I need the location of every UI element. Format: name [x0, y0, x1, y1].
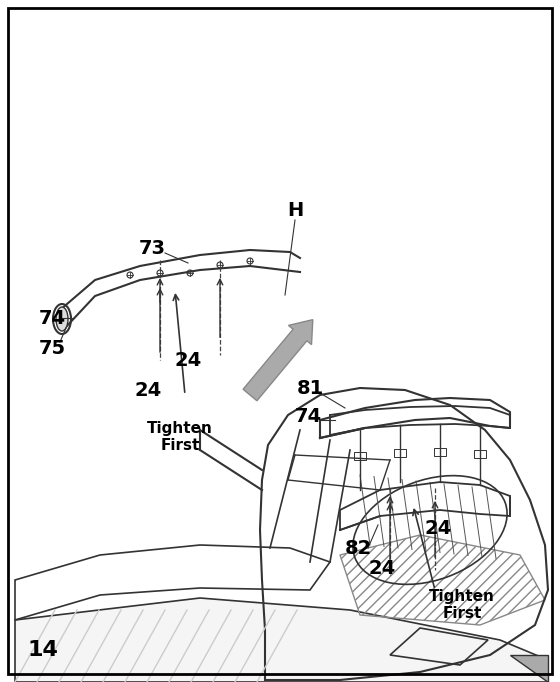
- Text: H: H: [287, 201, 303, 220]
- Text: 74: 74: [39, 308, 66, 327]
- Text: 73: 73: [138, 239, 166, 258]
- Text: 82: 82: [344, 539, 372, 557]
- Text: First: First: [442, 606, 482, 621]
- Text: 24: 24: [174, 351, 202, 370]
- Bar: [474, 450, 486, 458]
- FancyArrow shape: [243, 320, 313, 401]
- Polygon shape: [15, 598, 548, 682]
- Ellipse shape: [56, 307, 68, 331]
- Text: 74: 74: [295, 406, 321, 426]
- Text: First: First: [160, 437, 200, 452]
- Text: 24: 24: [134, 381, 162, 400]
- Text: 24: 24: [368, 559, 395, 578]
- Bar: [394, 449, 406, 457]
- Text: Tighten: Tighten: [429, 589, 495, 604]
- Text: Tighten: Tighten: [147, 421, 213, 436]
- Text: 14: 14: [28, 640, 59, 660]
- Polygon shape: [510, 655, 548, 682]
- Text: 75: 75: [39, 338, 66, 357]
- Text: 81: 81: [296, 379, 324, 398]
- Bar: [354, 452, 366, 460]
- Text: 24: 24: [424, 518, 451, 537]
- Bar: [434, 448, 446, 456]
